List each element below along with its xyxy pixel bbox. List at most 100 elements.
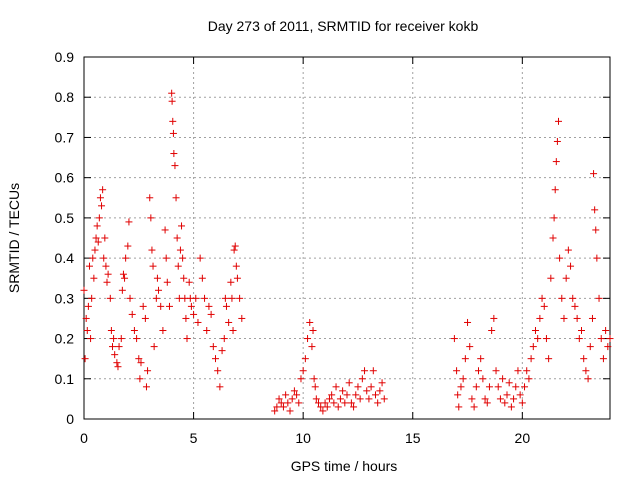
data-point (218, 347, 226, 355)
data-point (159, 327, 167, 335)
data-point (152, 294, 160, 302)
data-point (550, 214, 558, 222)
data-point (172, 194, 180, 202)
data-point (567, 262, 575, 270)
data-point (295, 399, 303, 407)
data-point (450, 335, 458, 343)
data-point (114, 363, 122, 371)
data-point (100, 254, 108, 262)
data-point (147, 214, 155, 222)
data-point (323, 403, 331, 411)
axis-ticks: 0 0.1 0.2 0.3 0.4 0.5 0.6 0.7 0.8 0.9 0 5 10 15 20 (55, 49, 610, 446)
data-point (93, 222, 101, 230)
data-point (492, 367, 500, 375)
data-point (227, 278, 235, 286)
data-point (477, 355, 485, 363)
data-point (221, 294, 229, 302)
data-point (96, 194, 104, 202)
data-point (301, 355, 309, 363)
data-point (363, 387, 371, 395)
data-point (334, 403, 342, 411)
data-point (592, 226, 600, 234)
data-point (488, 327, 496, 335)
data-point (196, 254, 204, 262)
data-point (173, 234, 181, 242)
data-point (309, 327, 317, 335)
data-point (536, 314, 544, 322)
data-point (518, 399, 526, 407)
data-point (136, 375, 144, 383)
y-tick-label: 0.8 (55, 89, 75, 105)
data-point (126, 294, 134, 302)
data-point (130, 327, 138, 335)
data-point (582, 367, 590, 375)
data-point (354, 383, 362, 391)
data-point (573, 314, 581, 322)
data-point (371, 391, 379, 399)
data-point (464, 318, 472, 326)
chart-title: Day 273 of 2011, SRMTID for receiver kok… (208, 18, 479, 34)
data-point (459, 375, 467, 383)
data-point (297, 375, 305, 383)
y-tick-label: 0.1 (55, 371, 75, 387)
data-point (192, 294, 200, 302)
data-point (288, 395, 296, 403)
data-point (599, 355, 607, 363)
data-point (457, 383, 465, 391)
data-point (325, 395, 333, 403)
data-point (468, 395, 476, 403)
data-point (483, 399, 491, 407)
data-point (304, 335, 312, 343)
data-point (238, 314, 246, 322)
data-point (308, 343, 316, 351)
data-point (365, 395, 373, 403)
data-point (551, 186, 559, 194)
data-point (92, 234, 100, 242)
y-tick-label: 0 (66, 411, 74, 427)
data-point (279, 403, 287, 411)
x-tick-label: 20 (515, 430, 531, 446)
data-point (531, 327, 539, 335)
data-point (501, 399, 509, 407)
data-point (168, 89, 176, 97)
data-point (183, 335, 191, 343)
data-point (273, 403, 281, 411)
data-point (549, 234, 557, 242)
data-point (310, 375, 318, 383)
data-point (347, 399, 355, 407)
data-point (315, 399, 323, 407)
data-point (124, 242, 132, 250)
data-point (212, 355, 219, 363)
data-point (521, 383, 529, 391)
data-point (602, 327, 610, 335)
data-point (593, 254, 601, 262)
data-point (336, 395, 344, 403)
data-point (545, 355, 553, 363)
data-point (525, 375, 533, 383)
data-point (98, 202, 106, 210)
data-point (271, 407, 279, 415)
data-point (584, 375, 592, 383)
data-point (107, 327, 115, 335)
data-point (102, 262, 110, 270)
data-point (232, 262, 240, 270)
data-point (286, 407, 294, 415)
data-point (171, 162, 179, 170)
data-point (556, 254, 564, 262)
y-tick-label: 0.3 (55, 290, 75, 306)
data-point (121, 274, 129, 282)
data-point (163, 278, 171, 286)
data-point (104, 270, 112, 278)
data-point (153, 274, 161, 282)
data-point (182, 314, 190, 322)
data-point (571, 302, 579, 310)
data-point (170, 150, 178, 158)
data-point (187, 302, 195, 310)
data-point (352, 391, 360, 399)
data-point (328, 391, 336, 399)
data-point (108, 343, 116, 351)
y-tick-label: 0.7 (55, 129, 75, 145)
data-point (606, 335, 614, 343)
data-point (358, 375, 366, 383)
